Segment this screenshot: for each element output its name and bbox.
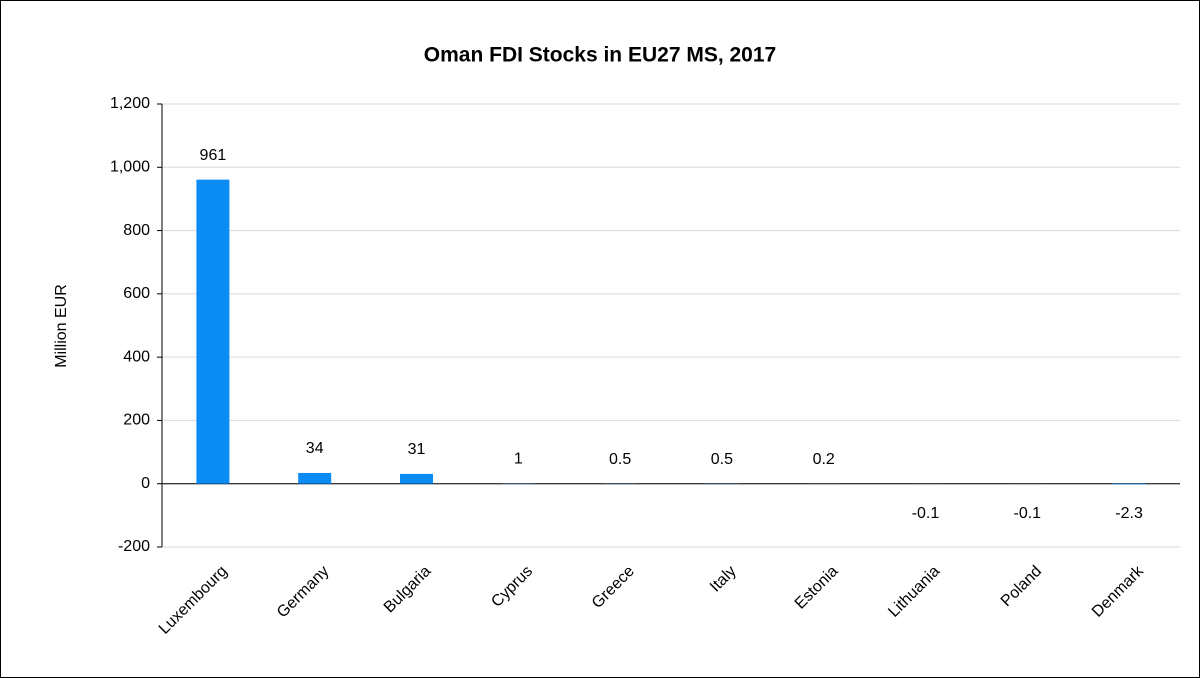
y-tick-label: -200: [118, 538, 150, 555]
bar: [196, 179, 230, 484]
data-label: 0.2: [813, 451, 835, 468]
y-axis-label: Million EUR: [53, 284, 70, 368]
y-tick-label: 200: [123, 412, 150, 429]
data-label: 961: [200, 147, 227, 164]
y-tick-label: 400: [123, 348, 150, 365]
y-tick-label: 1,200: [110, 95, 150, 112]
y-tick-label: 600: [123, 285, 150, 302]
chart-title: Oman FDI Stocks in EU27 MS, 2017: [424, 44, 776, 67]
y-tick-label: 0: [141, 475, 150, 492]
bar: [298, 472, 332, 484]
data-label: 31: [408, 441, 426, 458]
data-label: 34: [306, 440, 324, 457]
data-label: -2.3: [1115, 505, 1143, 522]
data-label: 1: [514, 451, 523, 468]
data-label: 0.5: [711, 451, 733, 468]
bar: [400, 473, 433, 484]
data-label: -0.1: [1014, 505, 1042, 522]
data-label: -0.1: [912, 505, 940, 522]
y-tick-label: 800: [123, 222, 150, 239]
bar: [1112, 483, 1146, 485]
data-label: 0.5: [609, 451, 631, 468]
y-tick-label: 1,000: [110, 159, 150, 176]
